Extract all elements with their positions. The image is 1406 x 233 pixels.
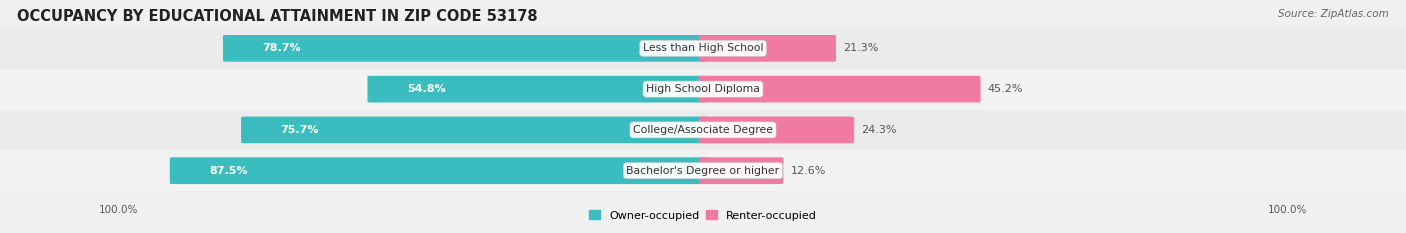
- Text: OCCUPANCY BY EDUCATIONAL ATTAINMENT IN ZIP CODE 53178: OCCUPANCY BY EDUCATIONAL ATTAINMENT IN Z…: [17, 9, 537, 24]
- FancyBboxPatch shape: [699, 76, 980, 103]
- FancyBboxPatch shape: [699, 157, 783, 184]
- FancyBboxPatch shape: [699, 116, 853, 143]
- Text: 100.0%: 100.0%: [98, 205, 138, 215]
- Text: 12.6%: 12.6%: [790, 166, 825, 176]
- Text: 45.2%: 45.2%: [987, 84, 1024, 94]
- Text: 54.8%: 54.8%: [406, 84, 446, 94]
- Text: Source: ZipAtlas.com: Source: ZipAtlas.com: [1278, 9, 1389, 19]
- Text: 100.0%: 100.0%: [1268, 205, 1308, 215]
- Bar: [0, 150, 1406, 191]
- FancyBboxPatch shape: [224, 35, 707, 62]
- Text: College/Associate Degree: College/Associate Degree: [633, 125, 773, 135]
- Bar: [0, 110, 1406, 150]
- Text: Bachelor's Degree or higher: Bachelor's Degree or higher: [627, 166, 779, 176]
- Bar: [0, 28, 1406, 69]
- Text: 21.3%: 21.3%: [844, 43, 879, 53]
- FancyBboxPatch shape: [699, 35, 837, 62]
- FancyBboxPatch shape: [170, 157, 707, 184]
- Text: 78.7%: 78.7%: [263, 43, 301, 53]
- Text: 24.3%: 24.3%: [860, 125, 897, 135]
- Text: High School Diploma: High School Diploma: [647, 84, 759, 94]
- Text: Less than High School: Less than High School: [643, 43, 763, 53]
- FancyBboxPatch shape: [240, 116, 707, 143]
- FancyBboxPatch shape: [367, 76, 707, 103]
- Text: 75.7%: 75.7%: [280, 125, 319, 135]
- Bar: [0, 69, 1406, 110]
- Text: 87.5%: 87.5%: [209, 166, 247, 176]
- Legend: Owner-occupied, Renter-occupied: Owner-occupied, Renter-occupied: [585, 206, 821, 225]
